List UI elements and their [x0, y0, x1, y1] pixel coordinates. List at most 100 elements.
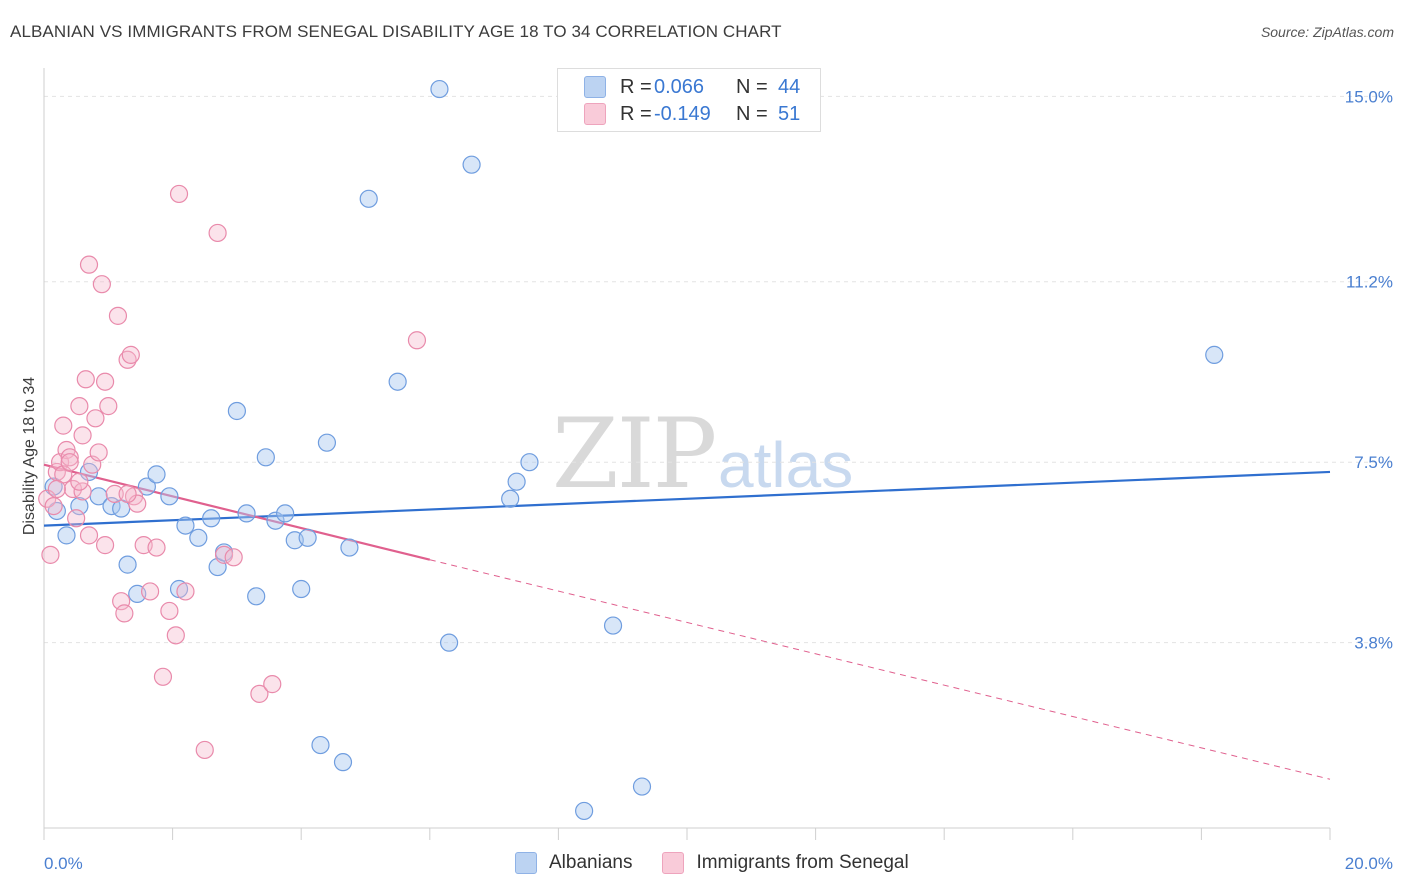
point-albanians [340, 538, 359, 557]
point-senegal [195, 740, 214, 760]
point-senegal [41, 545, 60, 564]
legend-row-senegal: R = -0.149 N = 51 [584, 102, 800, 126]
point-senegal [38, 489, 57, 508]
point-senegal [54, 416, 73, 435]
legend-item-senegal[interactable]: Immigrants from Senegal [662, 852, 909, 874]
point-albanians [462, 155, 481, 174]
point-senegal [92, 275, 111, 294]
point-senegal [121, 345, 140, 364]
point-albanians [298, 528, 317, 547]
chart-title: ALBANIAN VS IMMIGRANTS FROM SENEGAL DISA… [10, 22, 782, 41]
point-albanians [237, 504, 256, 523]
grid [44, 95, 1395, 644]
point-senegal [79, 526, 99, 545]
correlation-legend: R = 0.066 N = 44 R = -0.149 N = 51 [557, 68, 821, 132]
point-senegal [60, 453, 79, 472]
point-albanians [603, 616, 623, 635]
point-albanians [227, 401, 246, 421]
legend-n-label: N = [736, 102, 768, 125]
legend-item-albanians[interactable]: Albanians [515, 852, 632, 874]
data-points [38, 79, 1224, 821]
axes [43, 68, 1331, 840]
legend-label-senegal: Immigrants from Senegal [696, 852, 909, 873]
legend-r-value: -0.149 [654, 102, 711, 125]
point-albanians [176, 516, 195, 535]
point-albanians [147, 465, 166, 484]
point-albanians [266, 511, 285, 530]
legend-r-value: 0.066 [654, 75, 705, 98]
legend-label-albanians: Albanians [549, 852, 633, 873]
legend-n-value: 51 [778, 102, 801, 125]
point-senegal [115, 604, 134, 623]
point-senegal [105, 484, 124, 503]
point-senegal [140, 582, 160, 601]
point-senegal [176, 582, 195, 601]
point-senegal [224, 548, 243, 567]
point-senegal [166, 626, 185, 645]
legend-swatch-albanians [584, 76, 606, 98]
watermark-atlas: atlas [718, 429, 854, 501]
point-senegal [70, 397, 89, 416]
point-albanians [632, 777, 652, 796]
point-albanians [333, 753, 353, 772]
trend-lines [43, 463, 1331, 780]
point-albanians [311, 735, 330, 755]
point-senegal [147, 538, 166, 557]
y-tick-label: 3.8% [1354, 634, 1393, 653]
trend-line-senegal [429, 559, 1331, 780]
series-legend: Albanians Immigrants from Senegal [515, 852, 939, 874]
point-senegal [86, 409, 105, 428]
point-albanians [520, 453, 539, 472]
point-albanians [388, 372, 407, 391]
point-senegal [153, 667, 173, 686]
point-albanians [317, 433, 337, 452]
point-senegal [169, 184, 189, 204]
legend-row-albanians: R = 0.066 N = 44 [584, 75, 800, 99]
point-senegal [44, 496, 63, 516]
point-senegal [79, 255, 99, 274]
point-senegal [208, 223, 227, 243]
point-senegal [95, 372, 115, 391]
point-senegal [118, 484, 137, 503]
axis-labels: 3.8% 7.5% 11.2% 15.0% 0.0% 20.0% Disability Ag… [21, 87, 1393, 873]
point-senegal [128, 494, 147, 513]
legend-n-label: N = [736, 75, 768, 98]
point-senegal [108, 306, 128, 325]
point-albanians [137, 477, 156, 496]
point-albanians [501, 489, 520, 508]
point-senegal [250, 684, 269, 703]
trend-line-senegal [43, 463, 431, 561]
y-tick-label: 15.0% [1345, 87, 1393, 106]
source-credit: Source: ZipAtlas.com [1260, 24, 1394, 40]
point-senegal [407, 331, 427, 350]
point-albanians [189, 528, 208, 547]
legend-swatch-senegal [662, 852, 685, 874]
point-senegal [73, 426, 92, 445]
point-senegal [73, 482, 92, 501]
y-tick-label: 7.5% [1354, 453, 1393, 472]
point-albanians [1205, 345, 1224, 364]
point-senegal [160, 601, 179, 621]
point-albanians [57, 526, 76, 545]
point-senegal [67, 509, 86, 528]
point-senegal [99, 397, 118, 416]
point-albanians [118, 555, 137, 574]
point-albanians [47, 501, 66, 521]
legend-r-label: R = [620, 102, 652, 125]
point-albanians [439, 633, 459, 652]
y-axis-title: Disability Age 18 to 34 [21, 377, 38, 535]
y-tick-label: 11.2% [1346, 273, 1393, 292]
point-albanians [276, 504, 295, 523]
x-tick-label: 20.0% [1345, 854, 1393, 873]
x-tick-label: 0.0% [44, 854, 83, 873]
point-senegal [89, 443, 108, 462]
point-senegal [60, 448, 79, 467]
trend-line-albanians [43, 470, 1331, 527]
point-albanians [247, 587, 266, 606]
point-senegal [70, 472, 89, 491]
point-senegal [263, 675, 282, 694]
point-albanians [575, 801, 594, 821]
point-senegal [118, 350, 137, 369]
point-albanians [359, 189, 378, 208]
